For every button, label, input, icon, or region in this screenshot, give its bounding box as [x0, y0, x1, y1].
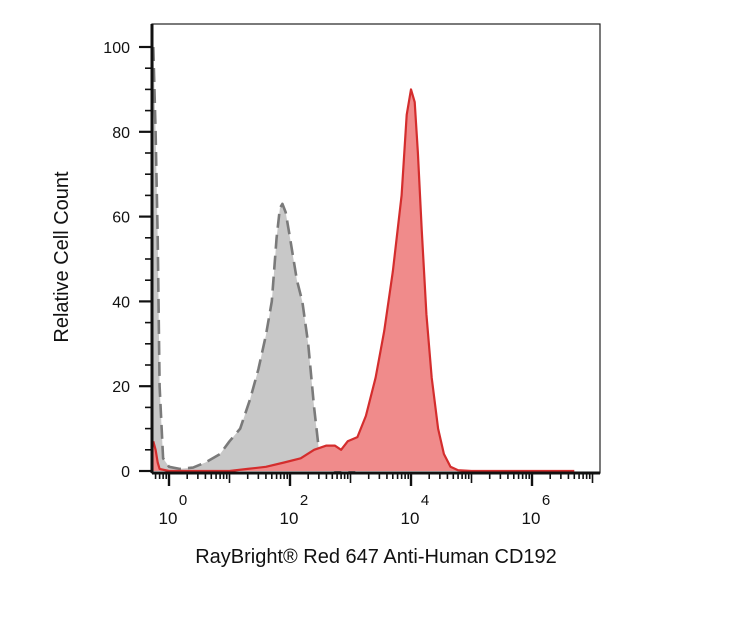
x-tick-label-base: 10 — [522, 509, 541, 528]
y-tick-label: 60 — [112, 210, 130, 227]
x-tick-label-exponent: 4 — [421, 492, 429, 509]
y-axis-label: Relative Cell Count — [51, 171, 73, 343]
series-1-line — [152, 88, 575, 473]
series-0-area — [153, 47, 356, 471]
x-tick-label-exponent: 2 — [300, 492, 308, 509]
x-tick-label-base: 10 — [401, 509, 420, 528]
x-tick-label-base: 10 — [159, 509, 178, 528]
y-tick-label: 100 — [103, 40, 130, 57]
series-1-area — [153, 89, 575, 472]
x-tick-label-exponent: 0 — [179, 492, 187, 509]
x-tick-label-base: 10 — [280, 509, 299, 528]
x-tick-label-exponent: 6 — [542, 492, 550, 509]
y-tick-label: 40 — [112, 294, 130, 311]
y-tick-label: 20 — [112, 379, 130, 396]
y-tick-label: 0 — [121, 464, 130, 481]
x-axis-label: RayBright® Red 647 Anti-Human CD192 — [195, 546, 557, 568]
y-tick-label: 80 — [112, 125, 130, 142]
series-layer — [152, 46, 575, 473]
